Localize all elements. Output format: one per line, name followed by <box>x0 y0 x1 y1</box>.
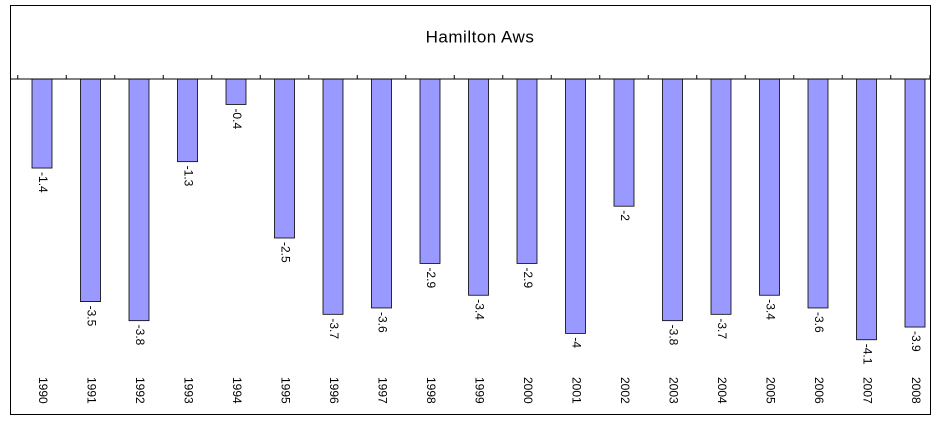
x-tick-label: 1995 <box>278 377 292 404</box>
x-tick-label: 2002 <box>618 377 632 404</box>
data-label: -0.4 <box>230 108 244 129</box>
bar <box>904 78 926 328</box>
x-tick-label: 1998 <box>424 377 438 404</box>
x-tick-label: 1997 <box>375 377 389 404</box>
bar <box>128 78 150 322</box>
bar <box>710 78 732 315</box>
x-tick-label: 1994 <box>230 377 244 404</box>
x-tick-label: 2006 <box>812 377 826 404</box>
bar <box>565 78 586 334</box>
bar <box>31 78 53 169</box>
data-label: -2.9 <box>521 267 535 288</box>
bar <box>759 78 780 296</box>
data-label: -2.9 <box>424 267 438 288</box>
x-tick-label: 2003 <box>666 377 680 404</box>
bar <box>807 78 829 309</box>
x-tick-label: 1999 <box>472 377 486 404</box>
data-label: -3.7 <box>327 318 341 339</box>
bar <box>225 78 247 105</box>
data-label: -3.4 <box>472 299 486 320</box>
bar <box>177 78 198 163</box>
data-label: -3.7 <box>715 318 729 339</box>
bar <box>322 78 344 315</box>
bar <box>80 78 101 303</box>
x-tick-label: 1990 <box>36 377 50 404</box>
data-label: -3.4 <box>763 299 777 320</box>
data-label: -3.5 <box>84 306 98 327</box>
bar <box>856 78 877 341</box>
bar <box>371 78 392 309</box>
data-label: -2 <box>618 210 632 221</box>
x-tick-label: 1996 <box>327 377 341 404</box>
x-tick-label: 2007 <box>860 377 874 404</box>
data-label: -4.1 <box>860 344 874 365</box>
data-label: -3.9 <box>909 331 923 352</box>
data-label: -2.5 <box>278 242 292 263</box>
data-label: -3.8 <box>133 325 147 346</box>
x-tick-label: 2008 <box>909 377 923 404</box>
x-tick-label: 1992 <box>133 377 147 404</box>
data-label: -3.6 <box>812 312 826 333</box>
x-tick-label: 2000 <box>521 377 535 404</box>
x-tick-label: 1993 <box>181 377 195 404</box>
bar <box>274 78 295 239</box>
bar <box>662 78 683 322</box>
x-tick-label: 2005 <box>763 377 777 404</box>
data-label: -3.8 <box>666 325 680 346</box>
bar <box>613 78 635 207</box>
x-tick-label: 1991 <box>84 377 98 404</box>
data-label: -1.3 <box>181 166 195 187</box>
chart-title: Hamilton Aws <box>426 27 535 46</box>
bar <box>516 78 538 264</box>
data-label: -3.6 <box>375 312 389 333</box>
bar <box>468 78 489 296</box>
bar <box>419 78 441 264</box>
x-tick-label: 2004 <box>715 377 729 404</box>
data-label: -4 <box>569 337 583 348</box>
x-tick-label: 2001 <box>569 377 583 404</box>
data-label: -1.4 <box>36 172 50 193</box>
